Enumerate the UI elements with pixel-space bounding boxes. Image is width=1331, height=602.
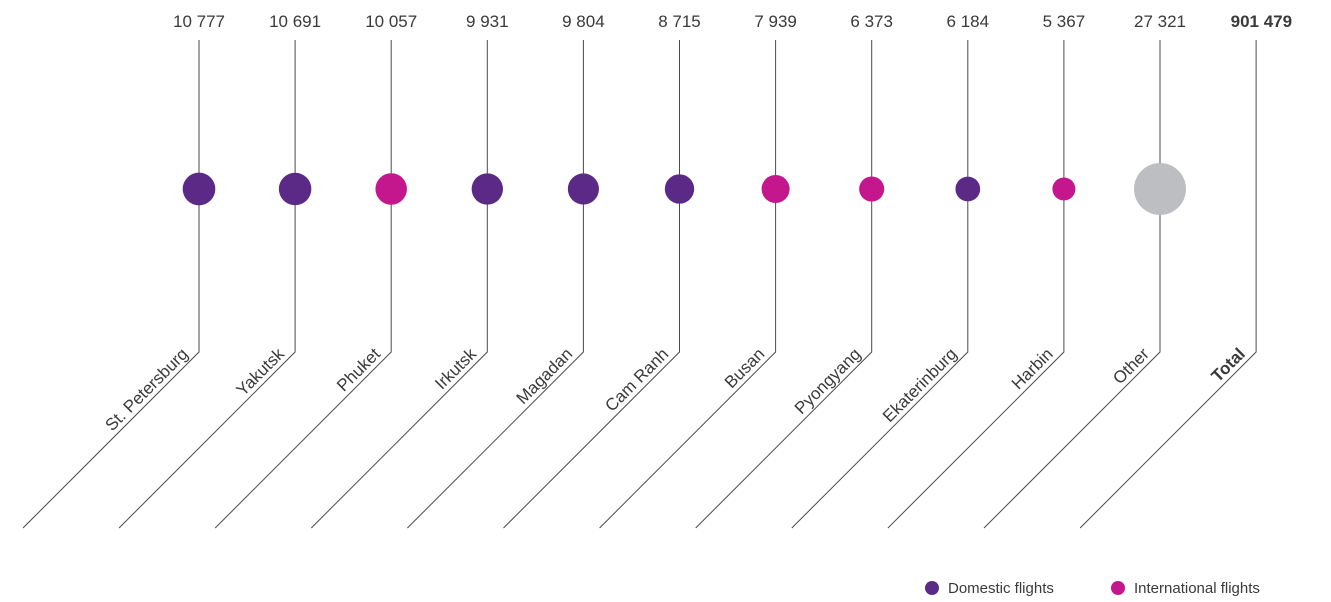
- legend-label-international: International flights: [1134, 580, 1260, 597]
- chart-columns: 10 777 St. Petersburg 10 691 Yakutsk 10 057 P…: [22, 12, 1292, 529]
- value-label-cam-ranh: 8 715: [658, 12, 701, 31]
- bubble-magadan: [567, 173, 599, 205]
- connector-line-ekaterinburg: [791, 40, 969, 529]
- legend-swatch-domestic: [925, 581, 939, 595]
- category-label-st-petersburg: St. Petersburg: [102, 344, 192, 434]
- value-label-magadan: 9 804: [562, 12, 605, 31]
- bubble-ekaterinburg: [955, 176, 981, 202]
- category-label-irkutsk: Irkutsk: [431, 344, 480, 393]
- value-label-irkutsk: 9 931: [466, 12, 509, 31]
- category-label-harbin: Harbin: [1008, 344, 1057, 393]
- value-label-other: 27 321: [1134, 12, 1186, 31]
- category-label-magadan: Magadan: [513, 344, 577, 408]
- category-label-ekaterinburg: Ekaterinburg: [879, 344, 961, 426]
- category-label-yakutsk: Yakutsk: [233, 344, 289, 400]
- bubble-pyongyang: [859, 176, 885, 202]
- category-label-phuket: Phuket: [333, 344, 384, 395]
- legend: Domestic flights International flights: [925, 580, 1260, 597]
- bubble-irkutsk: [471, 173, 503, 205]
- category-label-busan: Busan: [721, 344, 769, 392]
- legend-swatch-international: [1111, 581, 1125, 595]
- value-label-st-petersburg: 10 777: [173, 12, 225, 31]
- value-label-ekaterinburg: 6 184: [947, 12, 990, 31]
- connector-line-irkutsk: [310, 40, 488, 529]
- connector-line-harbin: [887, 40, 1065, 529]
- connector-line-cam-ranh: [503, 40, 680, 529]
- connector-line-yakutsk: [118, 40, 296, 529]
- bubble-other: [1134, 163, 1186, 215]
- value-label-pyongyang: 6 373: [850, 12, 893, 31]
- value-label-total: 901 479: [1231, 12, 1292, 31]
- bubble-yakutsk: [278, 172, 312, 206]
- bubble-harbin: [1052, 177, 1076, 201]
- connector-line-total: [1079, 40, 1257, 529]
- value-label-yakutsk: 10 691: [269, 12, 321, 31]
- connector-line-pyongyang: [695, 40, 873, 529]
- value-label-harbin: 5 367: [1043, 12, 1086, 31]
- connector-line-busan: [599, 40, 777, 529]
- connector-line-phuket: [214, 40, 392, 529]
- bubble-busan: [761, 174, 790, 204]
- connector-line-other: [983, 40, 1161, 529]
- connector-line-st-petersburg: [22, 40, 200, 529]
- value-label-busan: 7 939: [754, 12, 797, 31]
- bubble-phuket: [375, 173, 407, 205]
- value-label-phuket: 10 057: [365, 12, 417, 31]
- category-label-cam-ranh: Cam Ranh: [601, 344, 672, 415]
- bubble-cam-ranh: [664, 174, 695, 204]
- category-label-pyongyang: Pyongyang: [791, 344, 865, 418]
- connector-line-magadan: [407, 40, 584, 529]
- legend-label-domestic: Domestic flights: [948, 580, 1054, 597]
- bubble-st-petersburg: [182, 172, 216, 206]
